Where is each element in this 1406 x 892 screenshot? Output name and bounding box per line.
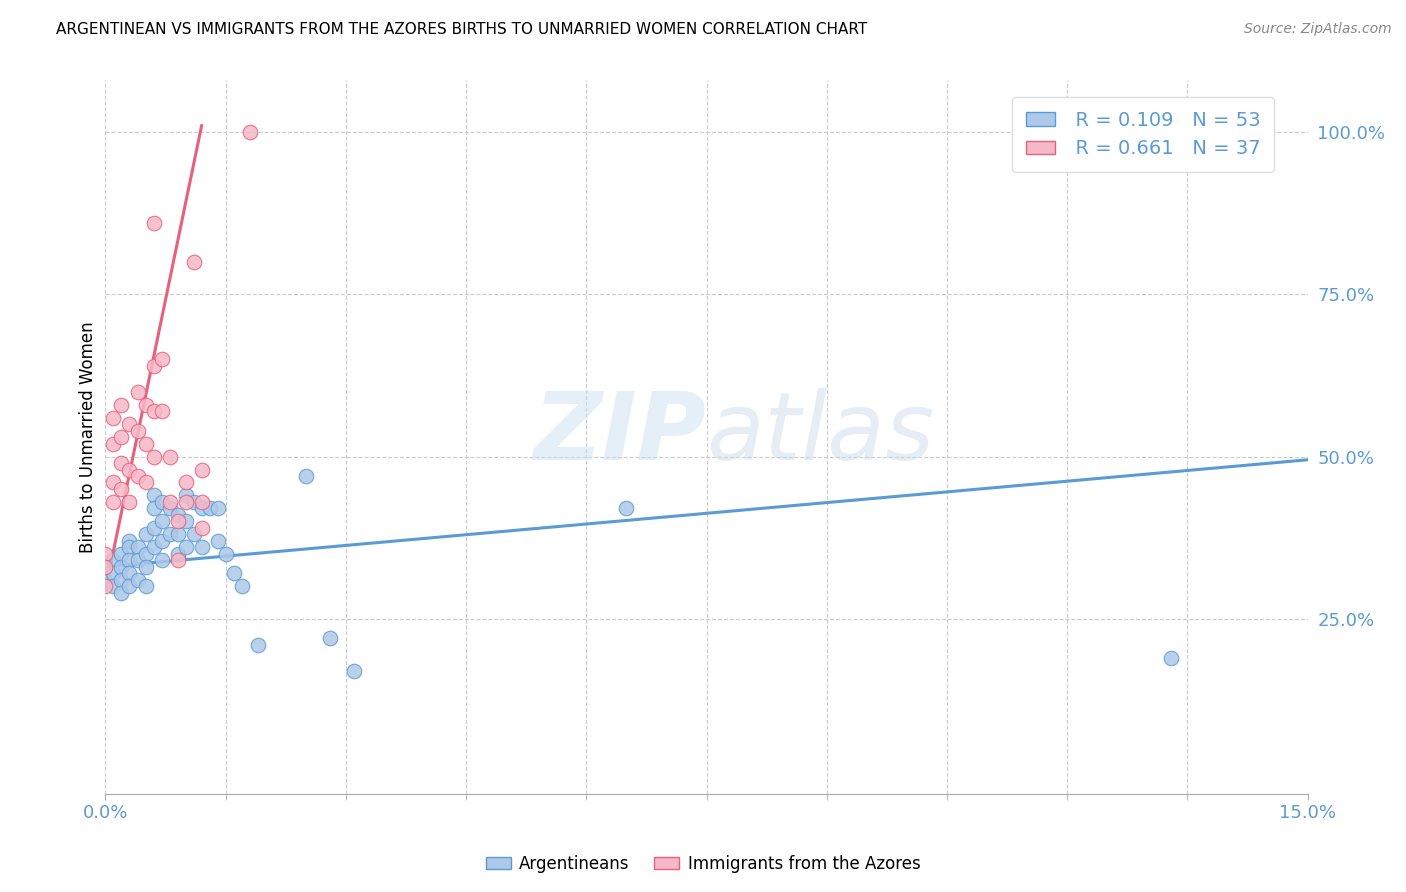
- Point: [142, 488, 165, 502]
- Point: [207, 501, 229, 516]
- Point: [110, 573, 132, 587]
- Point: [118, 553, 141, 567]
- Point: [166, 508, 188, 522]
- Point: [174, 488, 197, 502]
- Point: [110, 559, 132, 574]
- Point: [159, 501, 181, 516]
- Point: [214, 547, 236, 561]
- Point: [135, 547, 157, 561]
- Point: [110, 430, 132, 444]
- Point: [174, 541, 197, 555]
- Point: [142, 359, 165, 373]
- Point: [135, 436, 157, 450]
- Point: [183, 495, 205, 509]
- Point: [110, 586, 132, 600]
- Point: [190, 521, 212, 535]
- Point: [110, 456, 132, 470]
- Point: [103, 495, 125, 509]
- Point: [142, 541, 165, 555]
- Point: [190, 495, 212, 509]
- Point: [239, 125, 262, 139]
- Point: [174, 475, 197, 490]
- Point: [159, 450, 181, 464]
- Point: [103, 553, 125, 567]
- Point: [166, 553, 188, 567]
- Point: [94, 579, 117, 593]
- Point: [135, 398, 157, 412]
- Point: [94, 547, 117, 561]
- Point: [174, 495, 197, 509]
- Point: [190, 541, 212, 555]
- Point: [118, 495, 141, 509]
- Point: [135, 559, 157, 574]
- Point: [103, 410, 125, 425]
- Point: [142, 450, 165, 464]
- Point: [150, 352, 173, 367]
- Point: [190, 501, 212, 516]
- Point: [110, 482, 132, 496]
- Point: [166, 515, 188, 529]
- Point: [118, 417, 141, 431]
- Point: [150, 553, 173, 567]
- Point: [135, 579, 157, 593]
- Point: [127, 469, 149, 483]
- Point: [94, 559, 117, 574]
- Point: [118, 462, 141, 476]
- Point: [207, 533, 229, 548]
- Point: [142, 501, 165, 516]
- Point: [616, 501, 638, 516]
- Point: [94, 573, 117, 587]
- Point: [127, 384, 149, 399]
- Point: [103, 566, 125, 581]
- Point: [135, 527, 157, 541]
- Point: [295, 469, 318, 483]
- Point: [142, 404, 165, 418]
- Point: [231, 579, 253, 593]
- Text: Source: ZipAtlas.com: Source: ZipAtlas.com: [1244, 22, 1392, 37]
- Point: [118, 566, 141, 581]
- Point: [150, 515, 173, 529]
- Point: [1160, 650, 1182, 665]
- Legend: Argentineans, Immigrants from the Azores: Argentineans, Immigrants from the Azores: [479, 848, 927, 880]
- Point: [159, 495, 181, 509]
- Y-axis label: Births to Unmarried Women: Births to Unmarried Women: [79, 321, 97, 553]
- Point: [159, 527, 181, 541]
- Point: [103, 579, 125, 593]
- Point: [118, 533, 141, 548]
- Point: [183, 527, 205, 541]
- Point: [142, 216, 165, 230]
- Point: [319, 631, 342, 645]
- Point: [103, 436, 125, 450]
- Point: [110, 547, 132, 561]
- Point: [103, 475, 125, 490]
- Point: [183, 255, 205, 269]
- Text: ZIP: ZIP: [534, 387, 707, 480]
- Point: [343, 664, 366, 678]
- Point: [94, 559, 117, 574]
- Legend:   R = 0.109   N = 53,   R = 0.661   N = 37: R = 0.109 N = 53, R = 0.661 N = 37: [1012, 97, 1274, 172]
- Point: [142, 521, 165, 535]
- Point: [110, 398, 132, 412]
- Point: [198, 501, 221, 516]
- Point: [118, 579, 141, 593]
- Text: atlas: atlas: [707, 388, 935, 479]
- Point: [150, 404, 173, 418]
- Point: [190, 462, 212, 476]
- Point: [135, 475, 157, 490]
- Point: [150, 533, 173, 548]
- Point: [127, 424, 149, 438]
- Point: [174, 515, 197, 529]
- Text: ARGENTINEAN VS IMMIGRANTS FROM THE AZORES BIRTHS TO UNMARRIED WOMEN CORRELATION : ARGENTINEAN VS IMMIGRANTS FROM THE AZORE…: [56, 22, 868, 37]
- Point: [246, 638, 269, 652]
- Point: [118, 541, 141, 555]
- Point: [127, 573, 149, 587]
- Point: [222, 566, 245, 581]
- Point: [166, 527, 188, 541]
- Point: [150, 495, 173, 509]
- Point: [127, 553, 149, 567]
- Point: [166, 547, 188, 561]
- Point: [127, 541, 149, 555]
